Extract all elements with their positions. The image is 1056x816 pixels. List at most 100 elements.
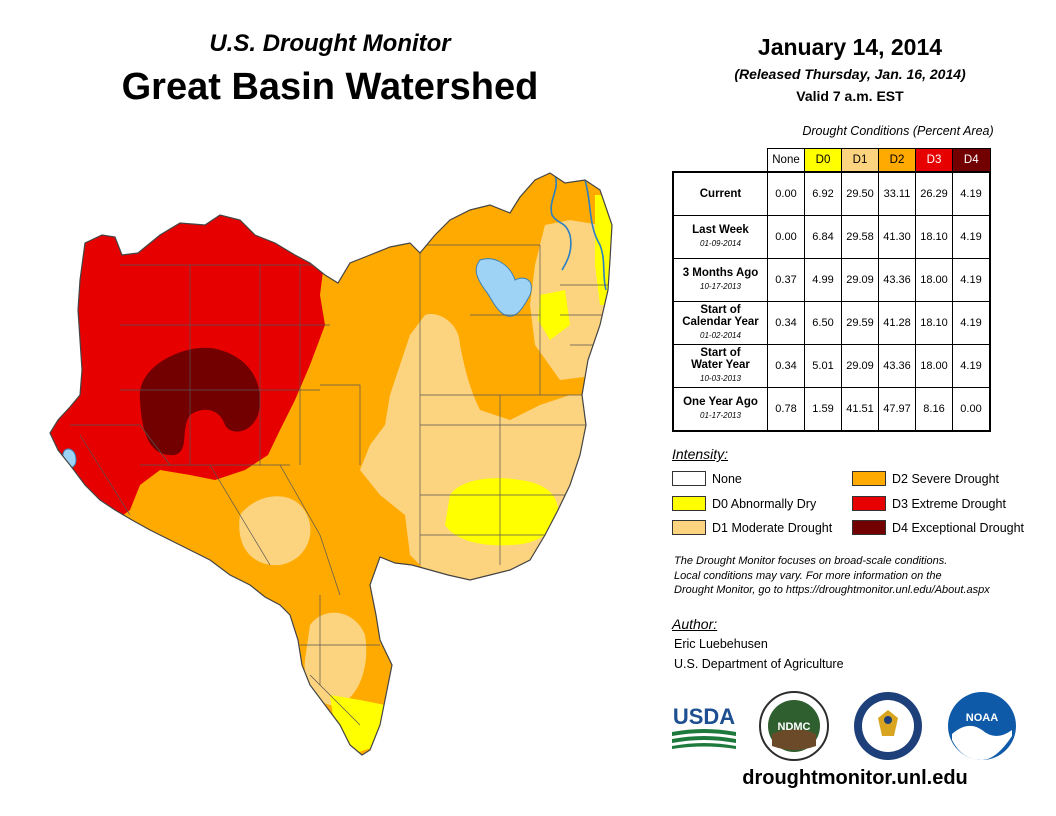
river-bear — [550, 174, 572, 271]
table-cell: 4.19 — [952, 215, 991, 259]
table-caption: Drought Conditions (Percent Area) — [802, 124, 994, 138]
disclaimer-line: Local conditions may vary. For more info… — [674, 569, 942, 582]
row-label-text: Start of — [700, 304, 741, 316]
col-none: None — [767, 148, 805, 173]
table-cell: 18.00 — [915, 344, 953, 388]
legend-item-d1: D1 Moderate Drought — [672, 520, 832, 535]
website-link[interactable]: droughtmonitor.unl.edu — [742, 767, 968, 789]
row-label: One Year Ago 01-17-2013 — [672, 387, 768, 432]
legend-label: None — [712, 471, 742, 486]
drought-map — [49, 172, 613, 756]
row-label-text: Last Week — [692, 224, 749, 236]
table-cell: 0.34 — [767, 301, 805, 345]
author-heading: Author: — [672, 616, 718, 632]
table-cell: 18.00 — [915, 258, 953, 302]
table-cell: 0.00 — [767, 171, 805, 216]
legend-swatch — [852, 496, 886, 511]
row-label-text: Current — [699, 188, 742, 200]
table-cell: 29.59 — [841, 301, 879, 345]
d0-dry-region-wasatch — [538, 290, 570, 340]
map-date: January 14, 2014 — [757, 34, 943, 60]
table-cell: 8.16 — [915, 387, 953, 432]
table-cell: 29.09 — [841, 258, 879, 302]
table-cell: 18.10 — [915, 301, 953, 345]
legend-swatch — [852, 471, 886, 486]
table-cell: 0.37 — [767, 258, 805, 302]
table-cell: 26.29 — [915, 171, 953, 216]
county-boundaries — [70, 244, 610, 726]
legend-swatch — [672, 520, 706, 535]
legend-item-d4: D4 Exceptional Drought — [852, 520, 1024, 535]
table-cell: 47.97 — [878, 387, 916, 432]
d0-dry-region-south — [330, 695, 385, 755]
table-cell: 43.36 — [878, 258, 916, 302]
usda-logo-text: USDA — [673, 704, 735, 729]
row-label-text-2: Water Year — [691, 359, 750, 371]
map-title: Great Basin Watershed — [121, 66, 539, 108]
release-date: (Released Thursday, Jan. 16, 2014) — [734, 66, 966, 82]
author-name: Eric Luebehusen — [674, 637, 768, 651]
legend-item-d2: D2 Severe Drought — [852, 471, 999, 486]
noaa-logo-wave — [952, 725, 1012, 760]
table-cell: 41.30 — [878, 215, 916, 259]
legend-item-none: None — [672, 471, 742, 486]
row-label: Last Week 01-09-2014 — [672, 215, 768, 259]
table-cell: 18.10 — [915, 215, 953, 259]
table-row: 3 Months Ago 10-17-2013 0.37 4.99 29.09 43.36… — [672, 258, 991, 302]
usda-logo: USDA — [672, 704, 736, 749]
row-label-text: One Year Ago — [683, 396, 758, 408]
table-row: Last Week 01-09-2014 0.00 6.84 29.58 41.30 18.… — [672, 215, 991, 259]
legend-item-d3: D3 Extreme Drought — [852, 496, 1006, 511]
usda-logo-stripe — [672, 743, 736, 749]
row-label: Start of Calendar Year 01-02-2014 — [672, 301, 768, 345]
table-cell: 29.50 — [841, 171, 879, 216]
table-cell: 4.99 — [804, 258, 842, 302]
legend-swatch — [672, 471, 706, 486]
table-cell: 0.00 — [952, 387, 991, 432]
row-date: 01-02-2014 — [700, 331, 741, 340]
ndmc-logo: NDMC — [759, 691, 829, 761]
legend-title: Intensity: — [672, 446, 729, 462]
col-d3: D3 — [915, 148, 953, 173]
usda-logo-stripe — [672, 729, 736, 736]
table-cell: 41.28 — [878, 301, 916, 345]
table-cell: 4.19 — [952, 171, 991, 216]
ndmc-logo-text: NDMC — [778, 721, 811, 733]
table-cell: 33.11 — [878, 171, 916, 216]
row-date: 10-17-2013 — [700, 282, 741, 291]
map-subtitle: U.S. Drought Monitor — [209, 30, 451, 57]
table-cell: 4.19 — [952, 344, 991, 388]
table-cell: 0.34 — [767, 344, 805, 388]
legend-label: D0 Abnormally Dry — [712, 496, 817, 511]
commerce-seal-logo — [854, 692, 922, 760]
legend-label: D1 Moderate Drought — [712, 520, 833, 535]
table-cell: 0.00 — [767, 215, 805, 259]
d1-moderate-region-central — [239, 496, 311, 566]
legend-item-d0: D0 Abnormally Dry — [672, 496, 816, 511]
table-cell: 4.19 — [952, 258, 991, 302]
d1-moderate-region-northeast — [530, 220, 612, 380]
legend-label: D3 Extreme Drought — [892, 496, 1006, 511]
row-date: 10-03-2013 — [700, 374, 741, 383]
row-label: Current — [672, 171, 768, 216]
drought-conditions-table: None D0 D1 D2 D3 D4 Current 0.00 6.92 29.50… — [672, 148, 991, 432]
table-cell: 41.51 — [841, 387, 879, 432]
col-d2: D2 — [878, 148, 916, 173]
table-cell: 6.84 — [804, 215, 842, 259]
disclaimer-line: Drought Monitor, go to https://droughtmo… — [674, 584, 990, 596]
d4-exceptional-region — [139, 347, 261, 456]
legend-swatch — [852, 520, 886, 535]
legend-label: D4 Exceptional Drought — [892, 520, 1025, 535]
row-label: 3 Months Ago 10-17-2013 — [672, 258, 768, 302]
col-d0: D0 — [804, 148, 842, 173]
table-cell: 29.09 — [841, 344, 879, 388]
noaa-logo-text: NOAA — [966, 712, 998, 724]
row-label-text: 3 Months Ago — [682, 267, 759, 279]
great-salt-lake — [475, 258, 532, 317]
table-cell: 0.78 — [767, 387, 805, 432]
table-row: One Year Ago 01-17-2013 0.78 1.59 41.51 47.97… — [672, 387, 991, 432]
row-date: 01-09-2014 — [700, 239, 741, 248]
row-label-text-2: Calendar Year — [682, 316, 759, 328]
usda-logo-stripe — [672, 736, 736, 743]
author-organization: U.S. Department of Agriculture — [674, 657, 844, 671]
